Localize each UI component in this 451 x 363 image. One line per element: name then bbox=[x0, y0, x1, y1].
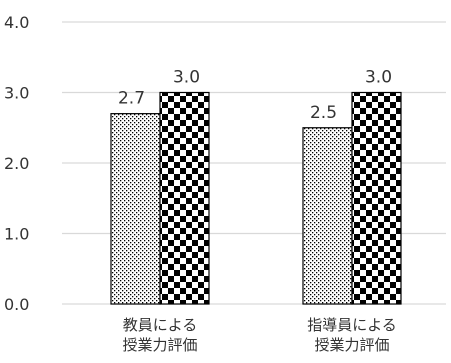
y-tick-label: 4.0 bbox=[4, 13, 29, 32]
data-label: 2.7 bbox=[118, 89, 145, 109]
category-label: 指導員による bbox=[307, 316, 397, 334]
y-tick-label: 3.0 bbox=[4, 84, 29, 103]
y-tick-label: 0.0 bbox=[4, 295, 29, 314]
y-tick-label: 2.0 bbox=[4, 154, 29, 173]
bar bbox=[110, 113, 161, 305]
data-label: 2.5 bbox=[310, 103, 337, 123]
bars bbox=[110, 91, 402, 305]
y-tick-label: 1.0 bbox=[4, 225, 29, 244]
bar bbox=[302, 127, 353, 305]
bar bbox=[159, 91, 210, 305]
data-labels: 2.7 3.0 2.5 3.0 bbox=[118, 68, 392, 123]
bar bbox=[351, 91, 402, 305]
data-label: 3.0 bbox=[365, 68, 392, 88]
category-label: 教員による bbox=[123, 316, 198, 334]
category-label: 授業力評価 bbox=[314, 336, 389, 354]
y-axis-ticks: 0.0 1.0 2.0 3.0 4.0 bbox=[4, 13, 29, 314]
data-label: 3.0 bbox=[173, 68, 200, 88]
category-label: 授業力評価 bbox=[122, 336, 197, 354]
